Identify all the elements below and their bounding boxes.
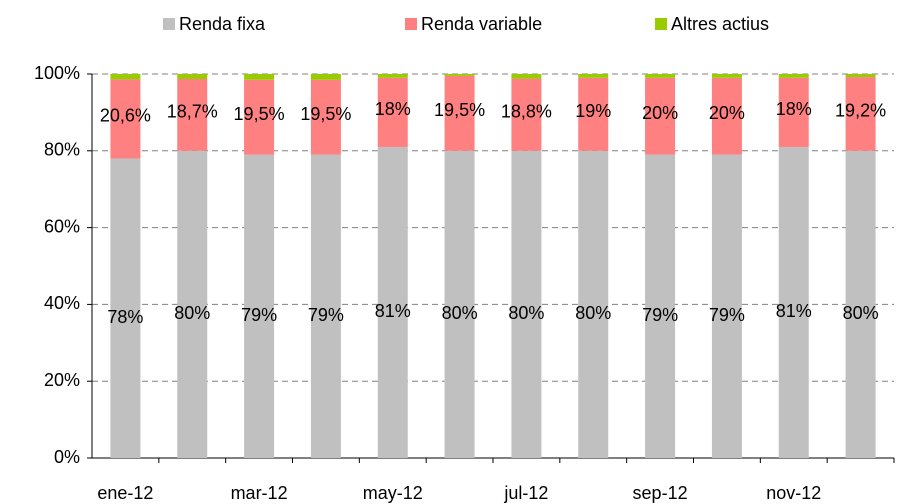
x-tick-label: nov-12 — [766, 483, 821, 503]
data-label: 81% — [776, 301, 812, 321]
data-label: 79% — [308, 305, 344, 325]
bar-segment — [645, 74, 676, 78]
data-label: 78% — [107, 307, 143, 327]
bar-segment — [244, 79, 275, 155]
bar-segment — [578, 74, 609, 78]
legend-swatch — [163, 18, 175, 30]
bar-segment — [645, 154, 676, 458]
data-label: 19,2% — [835, 101, 886, 121]
bar-segment — [377, 74, 408, 78]
data-label: 19,5% — [234, 104, 285, 124]
bar-segment — [845, 150, 876, 459]
data-label: 19,5% — [300, 104, 351, 124]
data-label: 19,5% — [434, 100, 485, 120]
y-tick-label: 80% — [44, 140, 80, 160]
bar-segment — [711, 74, 742, 78]
data-label: 20,6% — [100, 106, 151, 126]
y-tick-label: 100% — [34, 63, 80, 83]
bar-segment — [310, 74, 341, 80]
bar-segment — [578, 150, 609, 459]
x-tick-label: may-12 — [363, 483, 423, 503]
bar-segment — [711, 154, 742, 458]
bar-segment — [177, 78, 208, 151]
bar-segment — [310, 79, 341, 155]
bar-segment — [444, 75, 475, 151]
bar-segment — [711, 77, 742, 155]
bar-segment — [645, 77, 676, 155]
data-label: 20% — [642, 103, 678, 123]
y-tick-label: 60% — [44, 216, 80, 236]
bar-segment — [778, 146, 809, 458]
data-label: 18% — [375, 99, 411, 119]
x-tick-label: mar-12 — [231, 483, 288, 503]
data-label: 20% — [709, 103, 745, 123]
bar-segment — [177, 74, 208, 79]
data-label: 79% — [642, 305, 678, 325]
bar-segment — [578, 77, 609, 151]
bar-segment — [511, 74, 542, 79]
data-label: 79% — [709, 305, 745, 325]
x-tick-label: sep-12 — [633, 483, 688, 503]
data-label: 81% — [375, 301, 411, 321]
legend-label: Altres actius — [671, 14, 769, 34]
legend-swatch — [655, 18, 667, 30]
bar-segment — [110, 158, 141, 459]
y-tick-label: 40% — [44, 293, 80, 313]
y-tick-label: 20% — [44, 370, 80, 390]
legend-label: Renda variable — [421, 14, 542, 34]
bar-segment — [110, 79, 141, 159]
bar-segment — [310, 154, 341, 458]
data-label: 80% — [575, 303, 611, 323]
bar-segment — [511, 150, 542, 459]
bar-segment — [444, 74, 475, 76]
data-label: 18,8% — [501, 101, 552, 121]
data-label: 18% — [776, 99, 812, 119]
bar-segment — [244, 74, 275, 80]
bar-segment — [845, 77, 876, 151]
bar-segment — [177, 150, 208, 459]
bar-segment — [778, 74, 809, 78]
legend-swatch — [405, 18, 417, 30]
data-label: 80% — [508, 303, 544, 323]
x-tick-label: ene-12 — [97, 483, 153, 503]
bar-segment — [511, 78, 542, 151]
bar-segment — [845, 74, 876, 78]
bar-segment — [778, 77, 809, 147]
y-tick-label: 0% — [54, 447, 80, 467]
data-label: 79% — [241, 305, 277, 325]
x-tick-label: jul-12 — [503, 483, 548, 503]
data-label: 18,7% — [167, 102, 218, 122]
legend-label: Renda fixa — [179, 14, 266, 34]
data-label: 80% — [843, 303, 879, 323]
bar-segment — [110, 74, 141, 80]
bar-segment — [444, 150, 475, 459]
bar-segment — [244, 154, 275, 458]
bar-segment — [377, 146, 408, 458]
data-label: 19% — [575, 101, 611, 121]
data-label: 80% — [174, 303, 210, 323]
data-label: 80% — [442, 303, 478, 323]
bar-segment — [377, 77, 408, 147]
